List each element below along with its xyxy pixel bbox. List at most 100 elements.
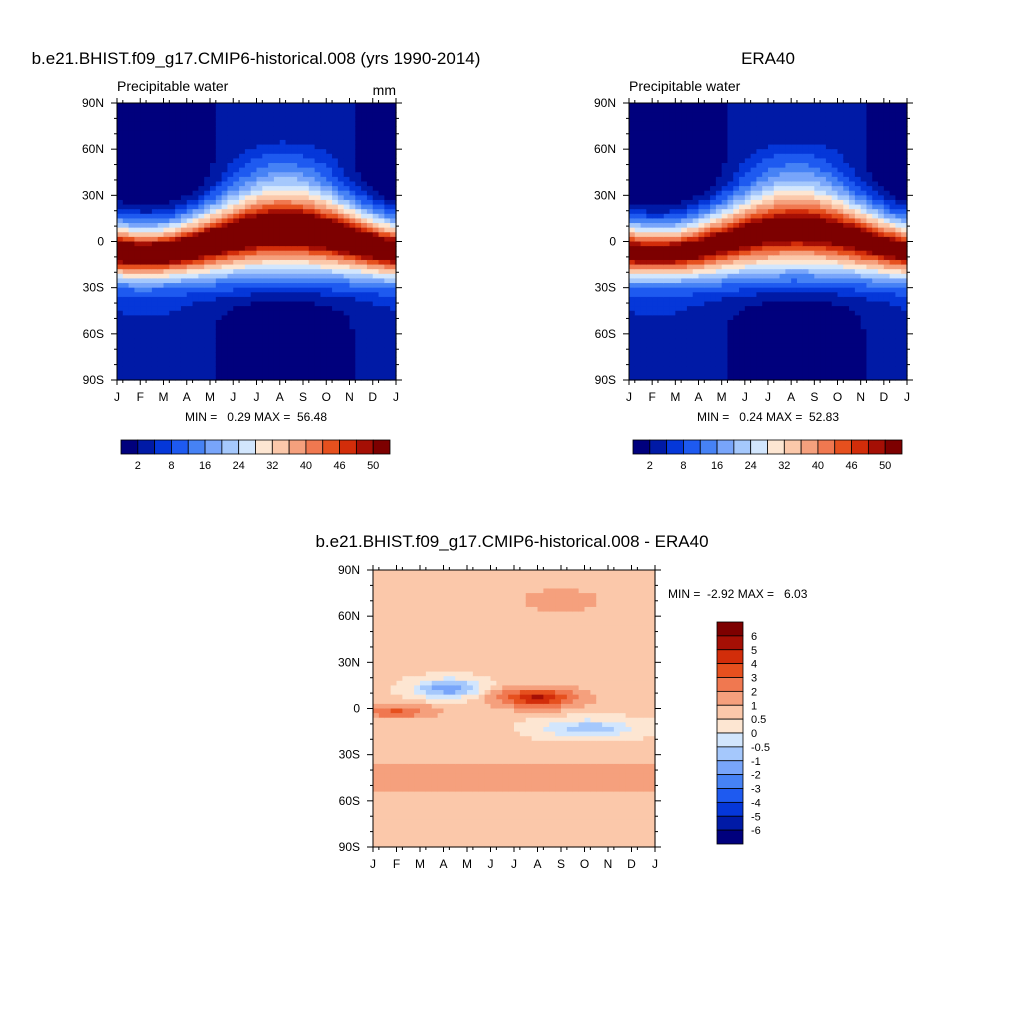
heatmap-cell bbox=[634, 338, 642, 344]
heatmap-cell bbox=[297, 370, 304, 376]
heatmap-cell bbox=[796, 190, 804, 196]
heatmap-cell bbox=[779, 149, 786, 155]
heatmap-cell bbox=[372, 144, 380, 150]
heatmap-cell bbox=[814, 259, 821, 266]
heatmap-cell bbox=[256, 158, 263, 164]
heatmap-cell bbox=[122, 333, 130, 340]
heatmap-cell bbox=[256, 273, 263, 280]
heatmap-cell bbox=[814, 283, 821, 289]
heatmap-cell bbox=[681, 107, 688, 113]
heatmap-cell bbox=[698, 259, 705, 266]
heatmap-cell bbox=[332, 343, 339, 349]
heatmap-cell bbox=[675, 329, 682, 335]
heatmap-cell bbox=[326, 329, 333, 335]
heatmap-cell bbox=[314, 135, 322, 141]
heatmap-cell bbox=[233, 232, 240, 238]
heatmap-cell bbox=[151, 338, 159, 344]
heatmap-cell bbox=[285, 121, 292, 127]
heatmap-cell bbox=[210, 333, 217, 340]
heatmap-cell bbox=[372, 306, 380, 312]
heatmap-cell bbox=[657, 130, 665, 136]
heatmap-cell bbox=[326, 356, 333, 363]
heatmap-cell bbox=[221, 329, 229, 335]
heatmap-cell bbox=[326, 250, 333, 256]
heatmap-cell bbox=[692, 112, 700, 118]
heatmap-cell bbox=[157, 153, 165, 159]
heatmap-cell bbox=[681, 195, 688, 201]
heatmap-cell bbox=[268, 329, 275, 335]
heatmap-cell bbox=[140, 283, 147, 289]
heatmap-cell bbox=[291, 250, 298, 256]
heatmap-cell bbox=[704, 292, 711, 298]
heatmap-cell bbox=[279, 246, 287, 252]
heatmap-cell bbox=[378, 204, 385, 210]
heatmap-cell bbox=[657, 176, 665, 183]
heatmap-cell bbox=[750, 306, 758, 312]
heatmap-cell bbox=[808, 306, 815, 312]
heatmap-cell bbox=[704, 301, 711, 307]
heatmap-cell bbox=[140, 338, 147, 344]
heatmap-cell bbox=[244, 329, 252, 335]
heatmap-cell bbox=[175, 361, 182, 367]
heatmap-cell bbox=[239, 306, 246, 312]
heatmap-cell bbox=[704, 333, 711, 340]
heatmap-cell bbox=[343, 172, 351, 178]
heatmap-cell bbox=[646, 246, 653, 252]
heatmap-cell bbox=[262, 306, 269, 312]
heatmap-cell bbox=[221, 375, 229, 381]
heatmap-cell bbox=[768, 158, 775, 164]
heatmap-cell bbox=[198, 361, 205, 367]
heatmap-cell bbox=[361, 126, 368, 132]
heatmap-cell bbox=[355, 343, 362, 349]
heatmap-cell bbox=[715, 315, 723, 321]
heatmap-cell bbox=[704, 278, 711, 284]
heatmap-cell bbox=[175, 310, 182, 316]
heatmap-cell bbox=[303, 250, 310, 256]
heatmap-cell bbox=[710, 139, 717, 146]
heatmap-cell bbox=[710, 366, 717, 372]
heatmap-cell bbox=[320, 195, 327, 201]
heatmap-cell bbox=[291, 139, 298, 146]
heatmap-cell bbox=[221, 361, 229, 367]
heatmap-cell bbox=[169, 246, 176, 252]
heatmap-cell bbox=[157, 103, 165, 109]
heatmap-cell bbox=[814, 366, 821, 372]
heatmap-cell bbox=[343, 264, 351, 270]
heatmap-cell bbox=[796, 366, 804, 372]
heatmap-cell bbox=[384, 112, 391, 118]
heatmap-cell bbox=[256, 227, 263, 233]
heatmap-cell bbox=[710, 255, 717, 261]
heatmap-cell bbox=[308, 347, 316, 353]
heatmap-cell bbox=[657, 181, 665, 187]
heatmap-cell bbox=[733, 190, 740, 196]
heatmap-cell bbox=[710, 130, 717, 136]
heatmap-cell bbox=[320, 190, 327, 196]
heatmap-cell bbox=[308, 199, 316, 206]
heatmap-cell bbox=[686, 319, 694, 326]
heatmap-cell bbox=[762, 324, 769, 330]
heatmap-cell bbox=[634, 356, 642, 363]
heatmap-cell bbox=[733, 204, 740, 210]
heatmap-cell bbox=[390, 126, 397, 132]
heatmap-cell bbox=[151, 259, 159, 266]
heatmap-cell bbox=[308, 204, 316, 210]
heatmap-cell bbox=[378, 296, 385, 303]
heatmap-cell bbox=[332, 232, 339, 238]
heatmap-cell bbox=[175, 181, 182, 187]
heatmap-cell bbox=[215, 250, 223, 256]
heatmap-cell bbox=[372, 338, 380, 344]
heatmap-cell bbox=[785, 167, 792, 173]
heatmap-cell bbox=[704, 287, 711, 293]
heatmap-cell bbox=[204, 315, 211, 321]
heatmap-cell bbox=[134, 176, 141, 183]
heatmap-cell bbox=[337, 121, 345, 127]
heatmap-cell bbox=[686, 223, 694, 229]
heatmap-cell bbox=[657, 195, 665, 201]
heatmap-cell bbox=[744, 149, 752, 155]
heatmap-cell bbox=[244, 213, 252, 220]
heatmap-cell bbox=[210, 172, 217, 178]
heatmap-cell bbox=[727, 172, 734, 178]
heatmap-cell bbox=[227, 375, 234, 381]
heatmap-cell bbox=[215, 213, 223, 220]
heatmap-cell bbox=[175, 269, 182, 275]
